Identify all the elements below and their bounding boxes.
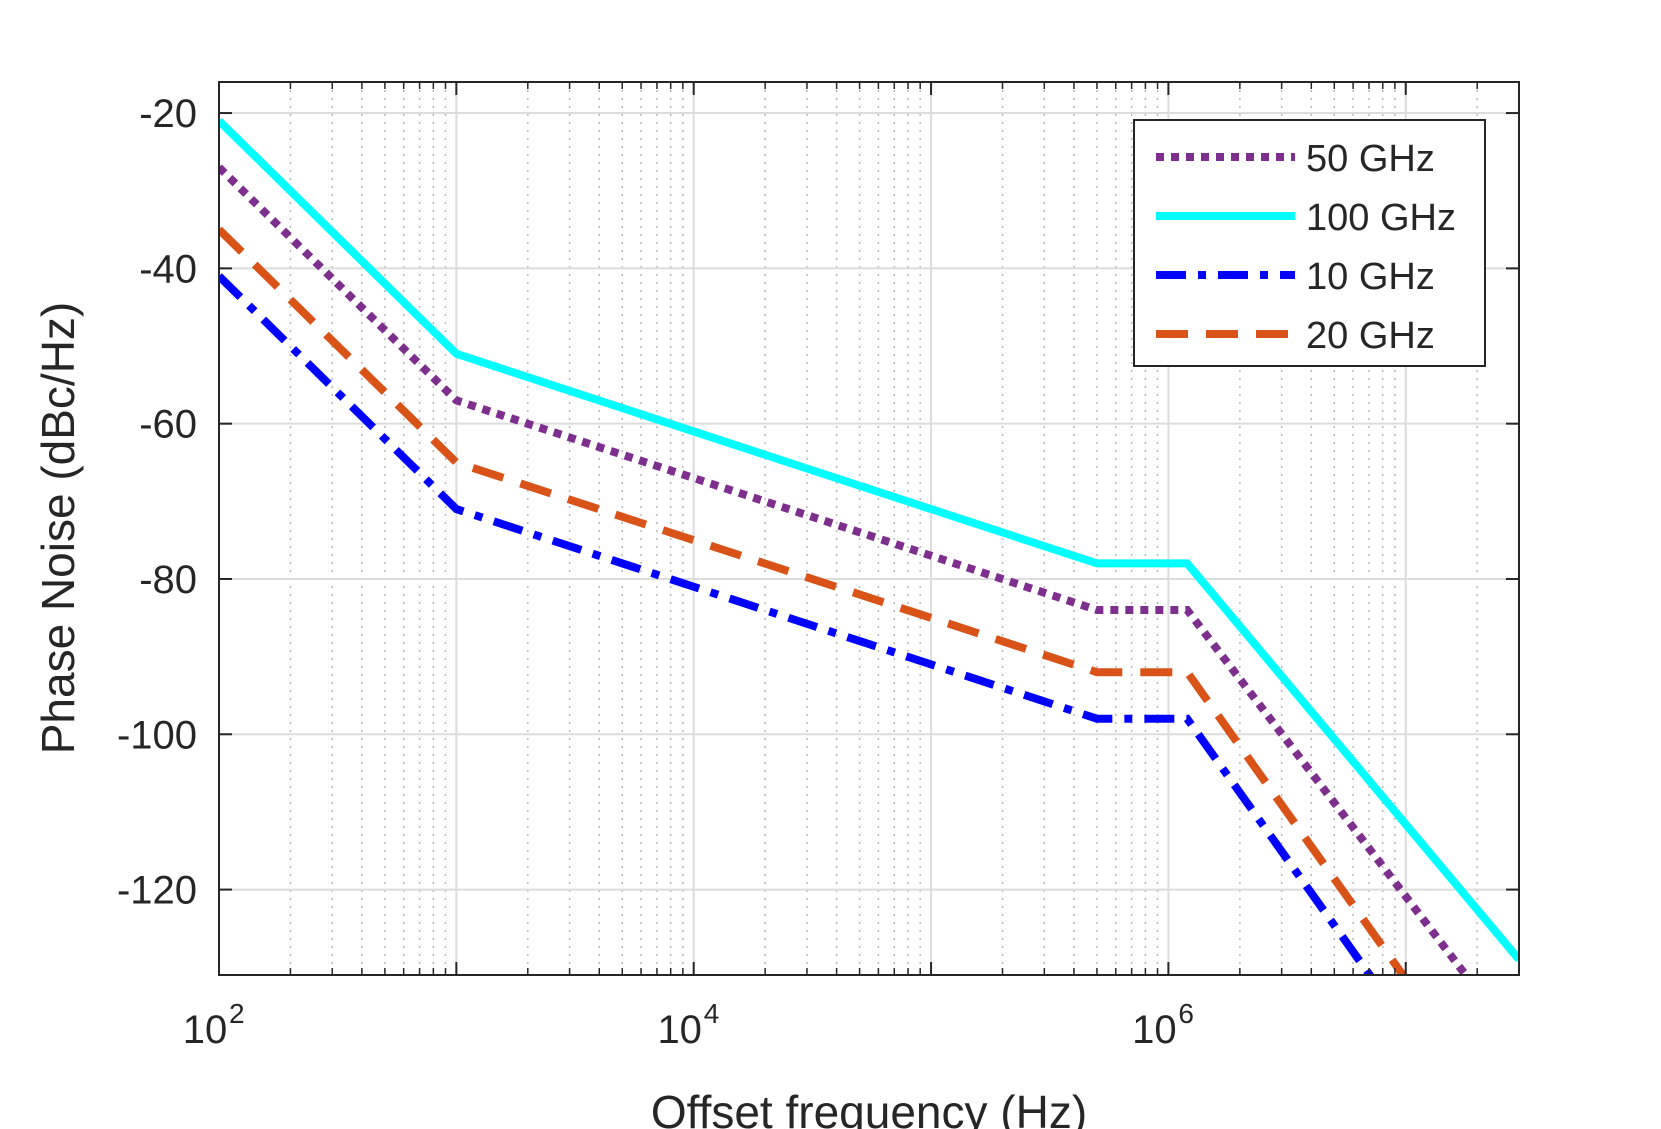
series-layer — [219, 117, 1519, 975]
series-line-20-ghz — [219, 226, 1408, 975]
x-tick-label: 10 — [183, 1008, 228, 1052]
y-tick-label: -60 — [139, 403, 197, 447]
x-axis-title: Offset frequency (Hz) — [651, 1086, 1087, 1129]
y-tick-label: -100 — [117, 713, 197, 757]
x-tick-exponent: 2 — [229, 998, 245, 1029]
axis-ticks — [218, 82, 1520, 975]
y-tick-label: -120 — [117, 869, 197, 913]
legend: 50 GHz 100 GHz 10 GHz 20 GHz — [1133, 119, 1486, 367]
y-tick-labels: -20 -40 -60 -80 -100 -120 — [117, 92, 197, 913]
x-tick-exponent: 4 — [704, 998, 720, 1029]
legend-label: 100 GHz — [1306, 197, 1456, 239]
x-tick-exponent: 6 — [1178, 998, 1194, 1029]
y-tick-label: -20 — [139, 92, 197, 136]
x-tick-label: 10 — [657, 1008, 702, 1052]
series-line-100-ghz — [219, 117, 1519, 963]
legend-label: 10 GHz — [1306, 256, 1435, 298]
y-tick-label: -80 — [139, 558, 197, 602]
y-tick-label: -40 — [139, 247, 197, 291]
plot-frame — [218, 81, 1520, 976]
legend-label: 50 GHz — [1306, 138, 1435, 180]
series-line-10-ghz — [219, 273, 1375, 975]
legend-label: 20 GHz — [1306, 315, 1435, 357]
y-axis-title: Phase Noise (dBc/Hz) — [32, 302, 84, 755]
series-line-50-ghz — [219, 164, 1471, 975]
x-tick-label: 10 — [1132, 1008, 1177, 1052]
x-tick-labels: 10 2 10 4 10 6 — [183, 998, 1194, 1052]
